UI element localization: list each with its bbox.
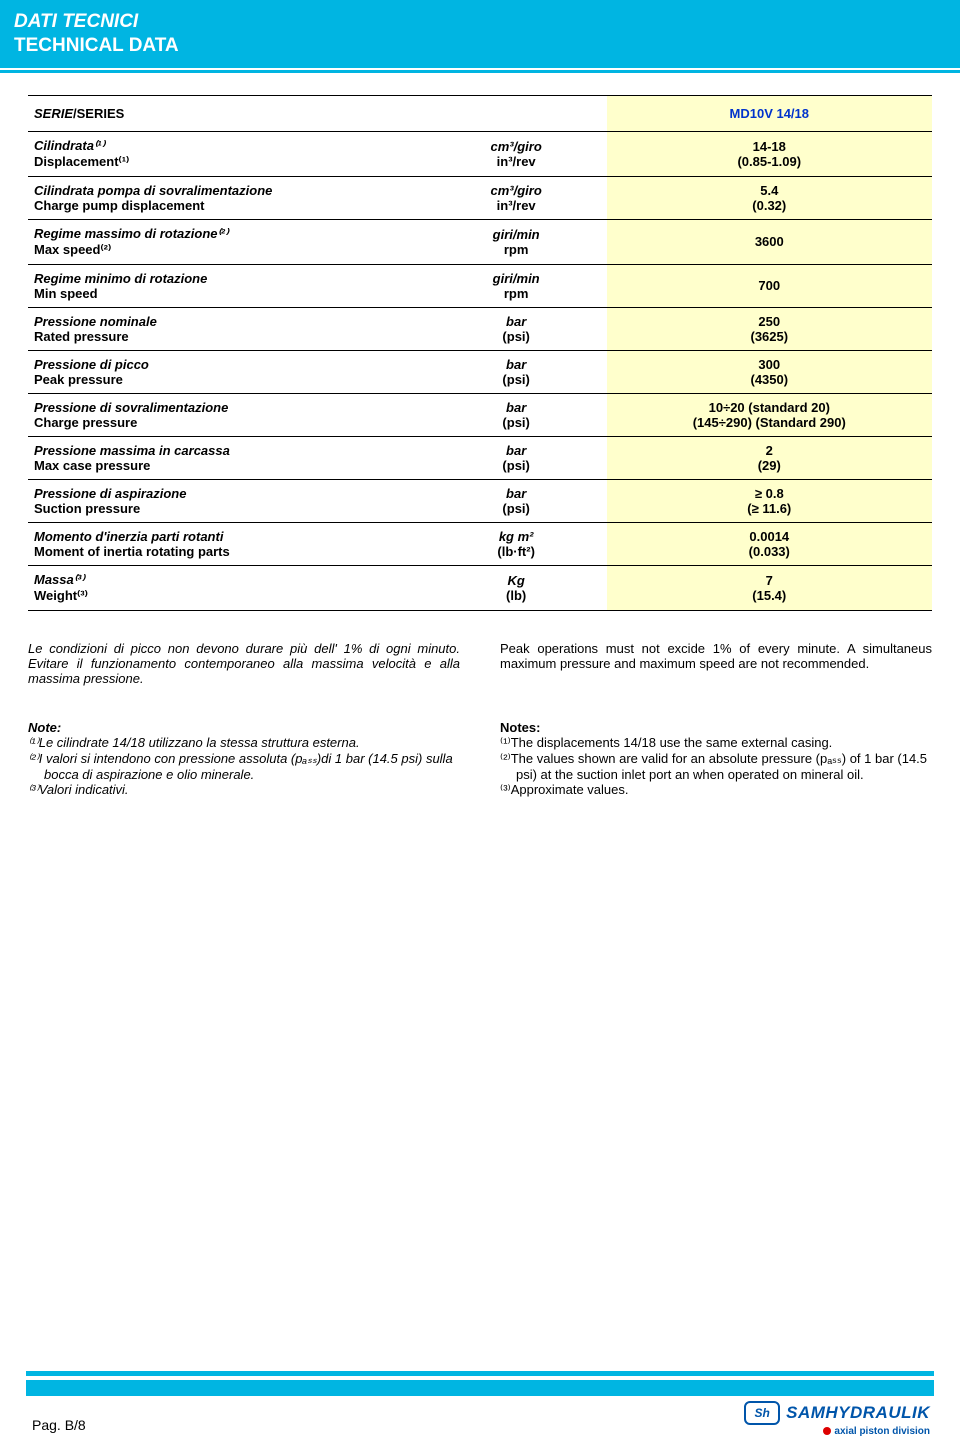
logo-name: SAMHYDRAULIK [786, 1403, 930, 1423]
table-row: Momento d'inerzia parti rotantiMoment of… [28, 522, 932, 565]
table-row: Pressione massima in carcassaMax case pr… [28, 436, 932, 479]
row-unit: cm³/giroin³/rev [426, 131, 607, 176]
table-row: Regime massimo di rotazione⁽²⁾Max speed⁽… [28, 219, 932, 264]
row-label: Pressione di aspirazioneSuction pressure [28, 479, 426, 522]
row-unit: cm³/giroin³/rev [426, 176, 607, 219]
logo-top: Sh SAMHYDRAULIK [744, 1401, 930, 1425]
table-row: Cilindrata pompa di sovralimentazioneCha… [28, 176, 932, 219]
row-unit: bar(psi) [426, 436, 607, 479]
row-unit: Kg(lb) [426, 565, 607, 610]
table-row: Cilindrata⁽¹⁾Displacement⁽¹⁾cm³/giroin³/… [28, 131, 932, 176]
notes-en: Notes: ⁽¹⁾The displacements 14/18 use th… [500, 720, 932, 798]
notes-row: Note: ⁽¹⁾Le cilindrate 14/18 utilizzano … [28, 720, 932, 798]
notes-head-it: Note: [28, 720, 460, 735]
row-value: 250(3625) [607, 307, 932, 350]
paragraph-en: Peak operations must not excide 1% of ev… [500, 641, 932, 686]
row-value: 10÷20 (standard 20)(145÷290) (Standard 2… [607, 393, 932, 436]
row-label: Pressione massima in carcassaMax case pr… [28, 436, 426, 479]
table-row: Massa⁽³⁾Weight⁽³⁾Kg(lb)7(15.4) [28, 565, 932, 610]
logo-mark-icon: Sh [744, 1401, 780, 1425]
row-value: 0.0014(0.033) [607, 522, 932, 565]
note-it-2: ⁽²⁾I valori si intendono con pressione a… [28, 751, 460, 782]
logo-subtitle: axial piston division [744, 1426, 930, 1437]
row-label: Pressione di piccoPeak pressure [28, 350, 426, 393]
row-unit: kg m²(lb·ft²) [426, 522, 607, 565]
series-header-label: SERIE/SERIES [28, 95, 607, 131]
row-label: Massa⁽³⁾Weight⁽³⁾ [28, 565, 426, 610]
row-unit: bar(psi) [426, 479, 607, 522]
row-label: Cilindrata⁽¹⁾Displacement⁽¹⁾ [28, 131, 426, 176]
technical-data-table: SERIE/SERIES MD10V 14/18 Cilindrata⁽¹⁾Di… [28, 95, 932, 611]
row-value: 300(4350) [607, 350, 932, 393]
note-it-1: ⁽¹⁾Le cilindrate 14/18 utilizzano la ste… [28, 735, 460, 751]
row-label: Cilindrata pompa di sovralimentazioneCha… [28, 176, 426, 219]
series-header-value: MD10V 14/18 [607, 95, 932, 131]
row-value: 700 [607, 264, 932, 307]
footer-rule-thin [26, 1371, 934, 1376]
footer-rule-thick [26, 1380, 934, 1396]
page-number: Pag. B/8 [32, 1417, 86, 1433]
row-unit: giri/minrpm [426, 264, 607, 307]
table-row: Pressione di aspirazioneSuction pressure… [28, 479, 932, 522]
page-footer: Pag. B/8 Sh SAMHYDRAULIK axial piston di… [0, 1371, 960, 1443]
note-en-3: ⁽³⁾Approximate values. [500, 782, 932, 798]
table-row: Regime minimo di rotazioneMin speedgiri/… [28, 264, 932, 307]
row-value: 14-18(0.85-1.09) [607, 131, 932, 176]
row-label: Regime massimo di rotazione⁽²⁾Max speed⁽… [28, 219, 426, 264]
table-row: Pressione di sovralimentazioneCharge pre… [28, 393, 932, 436]
note-en-2: ⁽²⁾The values shown are valid for an abs… [500, 751, 932, 782]
row-value: 2(29) [607, 436, 932, 479]
header-title-en: TECHNICAL DATA [14, 34, 946, 58]
note-en-1: ⁽¹⁾The displacements 14/18 use the same … [500, 735, 932, 751]
header-title-it: DATI TECNICI [14, 10, 946, 34]
row-unit: bar(psi) [426, 393, 607, 436]
row-value: 7(15.4) [607, 565, 932, 610]
paragraph-it: Le condizioni di picco non devono durare… [28, 641, 460, 686]
main-content: SERIE/SERIES MD10V 14/18 Cilindrata⁽¹⁾Di… [0, 95, 960, 798]
row-label: Regime minimo di rotazioneMin speed [28, 264, 426, 307]
brand-logo: Sh SAMHYDRAULIK axial piston division [744, 1401, 930, 1437]
row-unit: giri/minrpm [426, 219, 607, 264]
row-value: ≥ 0.8(≥ 11.6) [607, 479, 932, 522]
table-row: Pressione di piccoPeak pressurebar(psi)3… [28, 350, 932, 393]
row-value: 3600 [607, 219, 932, 264]
notes-head-en: Notes: [500, 720, 932, 735]
table-header-row: SERIE/SERIES MD10V 14/18 [28, 95, 932, 131]
row-label: Momento d'inerzia parti rotantiMoment of… [28, 522, 426, 565]
row-unit: bar(psi) [426, 350, 607, 393]
paragraph-row: Le condizioni di picco non devono durare… [28, 641, 932, 686]
header-rule [0, 70, 960, 73]
page-header: DATI TECNICI TECHNICAL DATA [0, 0, 960, 68]
notes-it: Note: ⁽¹⁾Le cilindrate 14/18 utilizzano … [28, 720, 460, 798]
row-unit: bar(psi) [426, 307, 607, 350]
note-it-3: ⁽³⁾Valori indicativi. [28, 782, 460, 798]
row-value: 5.4(0.32) [607, 176, 932, 219]
table-row: Pressione nominaleRated pressurebar(psi)… [28, 307, 932, 350]
row-label: Pressione di sovralimentazioneCharge pre… [28, 393, 426, 436]
row-label: Pressione nominaleRated pressure [28, 307, 426, 350]
